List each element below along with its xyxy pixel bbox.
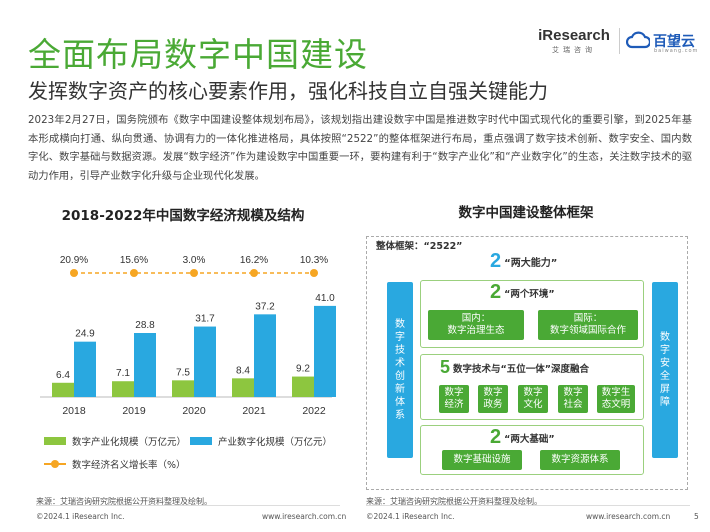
integration-label: 数字技术与“五位一体”深度融合 (453, 363, 590, 375)
bar-digitalization-2021 (254, 314, 276, 397)
left-pillar-label: 数字技术创新体系 (395, 319, 405, 421)
bar-industrialization-2019 (112, 381, 134, 397)
environment-number: 2 (490, 281, 502, 303)
environment-label: “两个环境” (504, 288, 555, 300)
legend-label-digitalization: 产业数字化规模（万亿元） (218, 437, 333, 448)
label-industrialization-2018: 6.4 (56, 370, 70, 381)
bar-industrialization-2020 (172, 380, 194, 397)
right-pillar: 数字安全屏障 (652, 282, 678, 458)
baiwang-logo-text: 百望云 (653, 34, 695, 50)
integration-heading: 5 数字技术与“五位一体”深度融合 (440, 357, 589, 378)
growth-label-2018: 20.9% (60, 255, 88, 266)
label-digitalization-2019: 28.8 (135, 320, 155, 331)
legend-label-industrialization: 数字产业化规模（万亿元） (72, 437, 187, 448)
framework-title: 数字中国建设整体框架 (458, 205, 594, 221)
iresearch-logo: iResearch 艾瑞咨询 (536, 28, 612, 55)
iresearch-logo-text: iResearch (538, 27, 610, 44)
right-source: 来源：艾瑞咨询研究院根据公开资料整理及绘制。 (366, 497, 542, 506)
intro-paragraph: 2023年2月27日，国务院颁布《数字中国建设整体规划布局》，该规划指出建设数字… (28, 114, 692, 182)
label-digitalization-2018: 24.9 (75, 329, 95, 340)
legend-industrialization: 数字产业化规模（万亿元） (44, 434, 186, 448)
bar-digitalization-2018 (74, 341, 96, 397)
legend-growth: 数字经济名义增长率（%） (44, 457, 186, 471)
growth-point-2021 (250, 269, 258, 277)
foundation-box-resources: 数字资源体系 (540, 450, 620, 470)
growth-point-2018 (70, 269, 78, 277)
growth-point-2022 (310, 269, 318, 277)
left-website: www.iresearch.com.cn (262, 512, 347, 521)
growth-point-2019 (130, 269, 138, 277)
label-industrialization-2019: 7.1 (116, 368, 130, 379)
iresearch-logo-subtext: 艾瑞咨询 (552, 46, 596, 54)
bar-industrialization-2022 (292, 376, 314, 397)
integration-number: 5 (440, 357, 451, 377)
label-industrialization-2020: 7.5 (176, 367, 190, 378)
left-pillar: 数字技术创新体系 (387, 282, 413, 458)
page-subtitle: 发挥数字资产的核心要素作用，强化科技自立自强关键能力 (28, 79, 548, 103)
legend-swatch-blue (190, 437, 212, 445)
foundation-label: “两大基础” (504, 433, 555, 445)
environment-heading: 2 “两个环境” (490, 281, 555, 304)
env-box-domestic: 国内： 数字治理生态 (428, 310, 524, 340)
integration-section (420, 354, 644, 420)
baiwang-logo-subtext: baiwang.com (654, 48, 699, 54)
growth-label-2020: 3.0% (183, 255, 206, 266)
cloud-icon (626, 31, 650, 49)
legend-label-growth: 数字经济名义增长率（%） (72, 460, 186, 471)
economy-chart: 6.4 24.9 2018 7.1 28.8 2019 7.5 31.7 2020 8.4 37.2… (40, 255, 336, 417)
right-website: www.iresearch.com.cn (586, 512, 671, 521)
chart-title: 2018-2022年中国数字经济规模及结构 (61, 208, 305, 224)
label-digitalization-2021: 37.2 (255, 301, 275, 312)
x-tick-2021: 2021 (242, 405, 266, 417)
capability-label: “两大能力” (504, 258, 558, 269)
bar-digitalization-2019 (134, 333, 156, 397)
logo-divider (619, 28, 620, 54)
bar-industrialization-2018 (52, 382, 74, 397)
label-industrialization-2021: 8.4 (236, 365, 250, 376)
growth-label-2022: 10.3% (300, 255, 328, 266)
foundation-heading: 2 “两大基础” (490, 426, 555, 449)
environment-section (420, 280, 644, 348)
foundation-number: 2 (490, 426, 502, 448)
x-tick-2018: 2018 (62, 405, 86, 417)
x-tick-2022: 2022 (302, 405, 326, 417)
legend-swatch-line (44, 460, 66, 468)
left-footer-divider (36, 505, 340, 506)
label-digitalization-2020: 31.7 (195, 314, 215, 325)
label-digitalization-2022: 41.0 (315, 293, 335, 304)
right-copyright: ©2024.1 iResearch Inc. (366, 512, 455, 521)
x-tick-2020: 2020 (182, 405, 206, 417)
bar-industrialization-2021 (232, 378, 254, 397)
growth-label-2019: 15.6% (120, 255, 148, 266)
capability-number: 2 (490, 250, 502, 272)
bar-digitalization-2022 (314, 305, 336, 397)
foundation-section (420, 425, 644, 475)
growth-label-2021: 16.2% (240, 255, 268, 266)
legend-swatch-green (44, 437, 66, 445)
right-footer-divider (366, 505, 690, 506)
left-copyright: ©2024.1 iResearch Inc. (36, 512, 125, 521)
label-industrialization-2022: 9.2 (296, 364, 310, 375)
left-source: 来源：艾瑞咨询研究院根据公开资料整理及绘制。 (36, 497, 212, 506)
right-pillar-label: 数字安全屏障 (660, 332, 670, 408)
framework-label: 整体框架：“2522” (376, 241, 463, 252)
bar-digitalization-2020 (194, 326, 216, 397)
x-tick-2019: 2019 (122, 405, 146, 417)
env-box-international: 国际： 数字领域国际合作 (538, 310, 638, 340)
page-title: 全面布局数字中国建设 (28, 35, 368, 74)
integration-box-economy: 数字 经济 (439, 385, 469, 413)
integration-box-society: 数字 社会 (558, 385, 588, 413)
integration-box-culture: 数字 文化 (518, 385, 548, 413)
page-number: 5 (694, 512, 699, 521)
integration-box-ecology: 数字生 态文明 (597, 385, 635, 413)
foundation-box-infrastructure: 数字基础设施 (442, 450, 522, 470)
legend-digitalization: 产业数字化规模（万亿元） (190, 434, 332, 448)
capability-heading: 2 “两大能力” (490, 250, 557, 273)
growth-point-2020 (190, 269, 198, 277)
framework-container (366, 236, 688, 490)
integration-box-government: 数字 政务 (478, 385, 508, 413)
